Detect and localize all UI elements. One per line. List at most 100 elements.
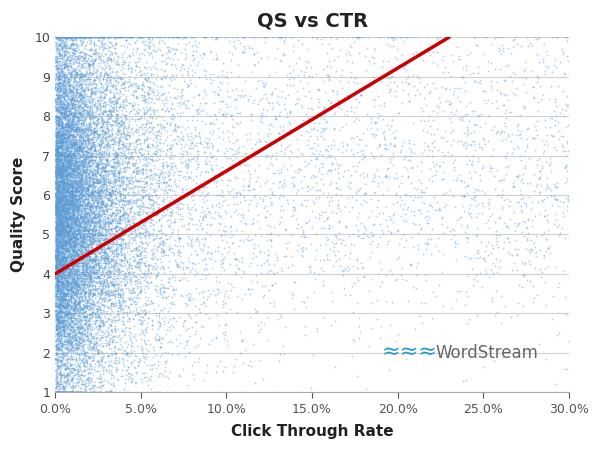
Point [519, 233, 529, 240]
Point [66, 193, 76, 200]
Point [55, 332, 64, 339]
Point [346, 44, 356, 51]
Point [116, 208, 125, 215]
Point [59, 224, 69, 231]
Point [76, 241, 86, 248]
Point [92, 350, 102, 357]
Point [89, 222, 99, 229]
Point [64, 270, 74, 277]
Point [64, 307, 74, 315]
Point [53, 84, 62, 91]
Point [225, 102, 235, 109]
Point [116, 213, 125, 220]
Point [79, 34, 88, 41]
Point [157, 65, 166, 72]
Point [62, 216, 71, 223]
Point [256, 138, 265, 145]
Point [163, 263, 173, 270]
Point [50, 167, 60, 174]
Point [50, 313, 60, 320]
Point [95, 140, 104, 148]
Point [84, 162, 94, 169]
Point [140, 136, 150, 144]
Point [92, 266, 102, 274]
Point [62, 207, 71, 214]
Point [100, 222, 109, 229]
Point [197, 203, 207, 211]
Point [64, 201, 74, 208]
Point [59, 329, 68, 336]
Point [63, 120, 73, 127]
Point [55, 233, 64, 240]
Point [73, 34, 83, 41]
Point [76, 126, 85, 134]
Point [531, 252, 541, 259]
Point [108, 239, 118, 246]
Point [147, 248, 157, 256]
Point [60, 198, 70, 205]
Point [167, 210, 177, 217]
Point [77, 171, 87, 178]
Point [67, 277, 76, 284]
Point [71, 168, 80, 175]
Point [61, 164, 71, 171]
Point [79, 183, 88, 190]
Point [82, 201, 92, 208]
Point [515, 130, 524, 138]
Point [51, 169, 61, 176]
Point [70, 260, 80, 267]
Point [512, 251, 521, 258]
Point [214, 388, 223, 396]
Point [82, 156, 92, 163]
Point [381, 141, 391, 148]
Point [125, 324, 135, 332]
Point [85, 290, 94, 297]
Point [71, 199, 80, 206]
Point [61, 108, 70, 115]
Point [81, 229, 91, 236]
Point [69, 159, 79, 166]
Point [244, 200, 253, 207]
Point [58, 275, 67, 283]
Point [59, 234, 68, 241]
Point [67, 190, 77, 198]
Point [406, 34, 415, 41]
Point [64, 264, 74, 271]
Point [53, 252, 62, 259]
Point [120, 269, 130, 276]
Point [52, 58, 61, 66]
Point [62, 303, 71, 310]
Point [199, 34, 209, 41]
Point [107, 305, 116, 312]
Point [61, 181, 70, 189]
Point [416, 180, 425, 187]
Point [132, 110, 142, 117]
Point [122, 302, 131, 310]
Point [105, 358, 115, 365]
Point [74, 247, 83, 254]
Point [63, 263, 73, 270]
Point [71, 257, 81, 265]
Point [104, 226, 113, 233]
Point [226, 188, 236, 195]
Point [88, 308, 98, 315]
Point [89, 124, 99, 131]
Point [150, 59, 160, 67]
Point [53, 161, 63, 168]
Point [97, 211, 107, 218]
Point [71, 355, 81, 362]
Point [122, 160, 131, 167]
Point [55, 304, 65, 311]
Point [86, 45, 95, 52]
Point [82, 333, 91, 340]
Point [67, 195, 76, 202]
Point [67, 284, 77, 291]
Point [308, 198, 318, 205]
Point [64, 295, 74, 302]
Point [90, 219, 100, 226]
Point [251, 148, 261, 156]
Point [101, 109, 111, 116]
Point [62, 86, 71, 94]
Point [86, 218, 96, 225]
Point [85, 107, 94, 114]
